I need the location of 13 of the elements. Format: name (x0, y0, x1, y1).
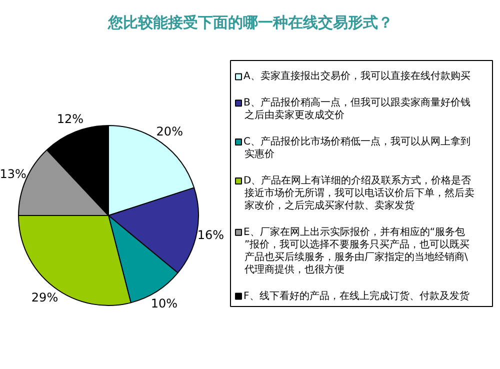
data-label: 13% (0, 167, 26, 182)
legend-label: D、产品在网上有详细的介绍及联系方式，价格是否接近市场价无所谓，我可以电话议价后下单，然后卖家改价，之后完成买家付款、卖家发货 (244, 174, 474, 212)
data-label: 12% (56, 112, 84, 126)
data-label: 16% (197, 228, 224, 242)
legend-label: F、线下看好的产品，在线上完成订货、付款及发货 (244, 290, 470, 302)
legend-label: C、产品报价比市场价稍低一点，我可以从网上拿到实惠价 (244, 136, 470, 160)
legend-label: E、厂家在网上出示实际报价，并有相应的“服务包”报价，我可以选择不要服务只买产品，也可以既买产品也买后续服务，服务由厂家指定的当地经销商\代理商提供，也很方便 (244, 226, 470, 276)
data-label: 10% (150, 296, 178, 310)
legend-label: B、产品报价稍高一点，但我可以跟卖家商量好价钱之后由卖家更改成交价 (244, 96, 470, 122)
data-label: 20% (156, 124, 183, 138)
data-label: 29% (31, 290, 58, 305)
legend-label: A、卖家直接报出交易价，我可以直接在线付款购买 (244, 70, 470, 82)
chart-title: 您比较能接受下面的哪一种在线交易形式？ (107, 14, 393, 32)
